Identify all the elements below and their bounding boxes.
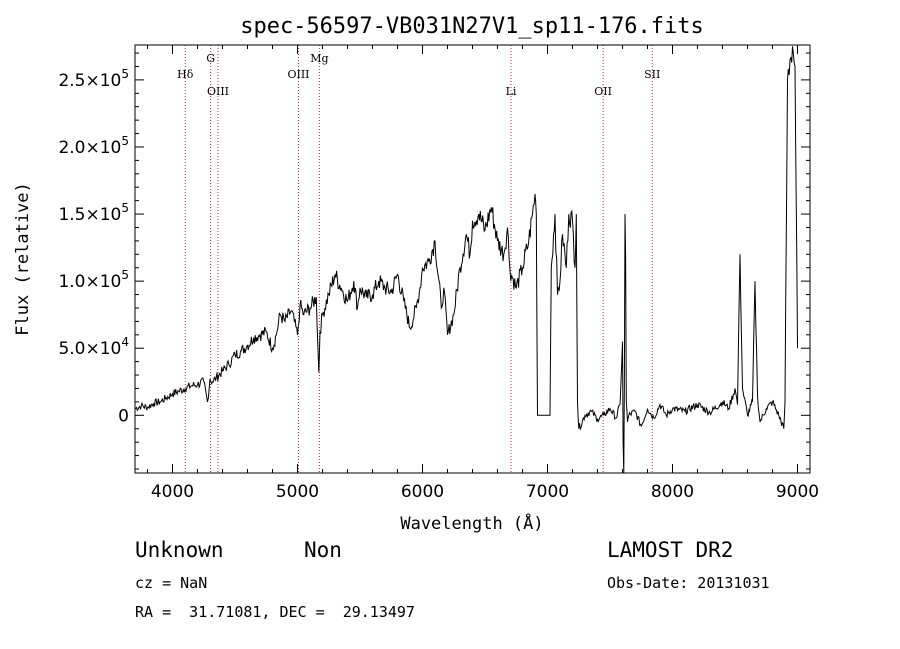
spectrum-line bbox=[134, 46, 798, 474]
emission-line-label: Mg bbox=[310, 52, 328, 65]
axis-ticks bbox=[135, 45, 810, 473]
emission-line-label: Hδ bbox=[177, 68, 194, 81]
x-tick-label: 9000 bbox=[776, 482, 819, 502]
observation-date: Obs-Date: 20131031 bbox=[607, 574, 770, 592]
x-tick-label: 8000 bbox=[651, 482, 694, 502]
emission-line-label: OII bbox=[594, 85, 612, 98]
x-tick-label: 4000 bbox=[151, 482, 194, 502]
redshift-value: cz = NaN bbox=[135, 574, 208, 592]
y-axis-label: Flux (relative) bbox=[13, 182, 33, 336]
emission-line-label: OIII bbox=[207, 85, 229, 98]
object-subclass: Non bbox=[304, 538, 342, 562]
sky-coordinates: RA = 31.71081, DEC = 29.13497 bbox=[135, 603, 415, 621]
x-tick-label: 7000 bbox=[526, 482, 569, 502]
y-tick-label: 2.5×105 bbox=[58, 67, 129, 91]
x-axis-label: Wavelength (Å) bbox=[400, 512, 543, 534]
emission-line-label: OIII bbox=[287, 68, 309, 81]
emission-line-label: SII bbox=[644, 68, 660, 81]
x-tick-label: 6000 bbox=[401, 482, 444, 502]
y-tick-label: 1.0×105 bbox=[58, 268, 129, 292]
y-tick-label: 0 bbox=[118, 406, 129, 426]
y-tick-label: 5.0×104 bbox=[58, 335, 129, 359]
survey-name: LAMOST DR2 bbox=[607, 538, 734, 562]
emission-line-label: G bbox=[206, 52, 215, 65]
x-tick-label: 5000 bbox=[276, 482, 319, 502]
chart-title: spec-56597-VB031N27V1_sp11-176.fits bbox=[240, 14, 704, 39]
y-tick-labels: 0 5.0×104 1.0×105 1.5×105 2.0×105 2.5×105 bbox=[58, 67, 129, 426]
y-tick-label: 1.5×105 bbox=[58, 201, 129, 225]
y-tick-label: 2.0×105 bbox=[58, 134, 129, 158]
plot-frame bbox=[134, 44, 811, 474]
object-class: Unknown bbox=[135, 538, 224, 562]
emission-line-label: Li bbox=[506, 85, 517, 98]
x-tick-labels: 4000 5000 6000 7000 8000 9000 bbox=[151, 482, 819, 502]
